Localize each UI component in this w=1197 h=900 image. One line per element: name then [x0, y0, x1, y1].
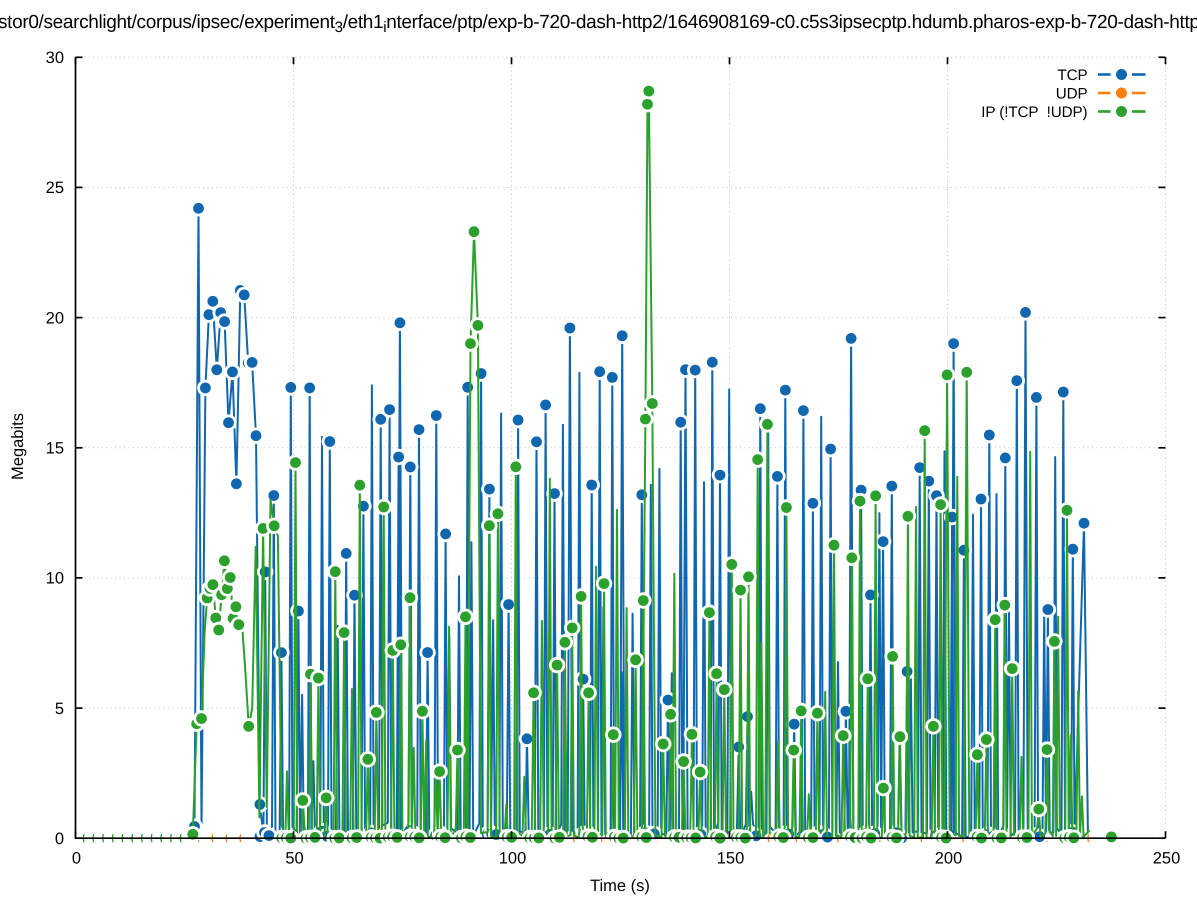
svg-text:50: 50 [285, 850, 303, 868]
svg-text:IP (!TCP !UDP): IP (!TCP !UDP) [981, 104, 1087, 121]
svg-text:200: 200 [935, 850, 963, 868]
svg-text:Megabits: Megabits [9, 413, 27, 480]
svg-text:20: 20 [46, 309, 64, 327]
svg-text:25: 25 [46, 179, 64, 197]
svg-text:30: 30 [46, 49, 64, 67]
svg-text:250: 250 [1153, 850, 1181, 868]
svg-text:TCP: TCP [1057, 67, 1087, 84]
svg-text:stor0/searchlight/corpus/ipsec: stor0/searchlight/corpus/ipsec/experimen… [0, 12, 1197, 36]
svg-text:150: 150 [717, 850, 745, 868]
svg-text:0: 0 [55, 830, 64, 848]
svg-text:10: 10 [46, 570, 64, 588]
svg-text:100: 100 [499, 850, 527, 868]
svg-text:UDP: UDP [1056, 85, 1088, 102]
svg-text:Time (s): Time (s) [590, 877, 650, 895]
svg-text:15: 15 [46, 440, 64, 458]
svg-text:5: 5 [55, 700, 64, 718]
svg-text:0: 0 [72, 850, 81, 868]
